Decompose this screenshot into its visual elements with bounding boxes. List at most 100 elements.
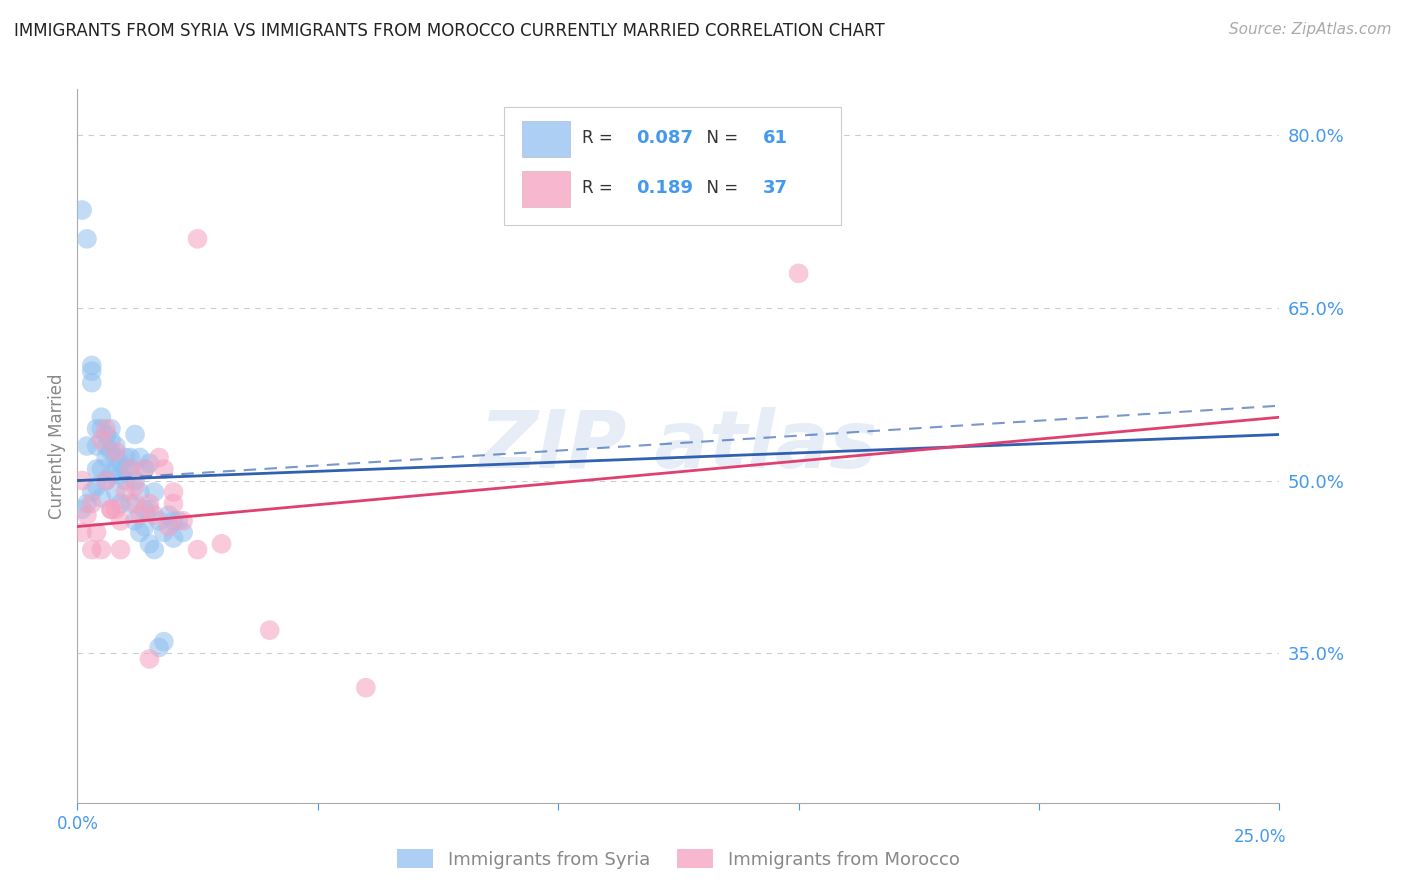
Point	[86, 479, 108, 493]
Point	[259, 623, 281, 637]
Point	[100, 444, 122, 458]
Point	[80, 497, 103, 511]
FancyBboxPatch shape	[522, 171, 571, 207]
Y-axis label: Currently Married: Currently Married	[48, 373, 66, 519]
Point	[76, 508, 98, 522]
Point	[96, 427, 118, 442]
Point	[110, 456, 132, 470]
Point	[90, 542, 112, 557]
Point	[90, 462, 112, 476]
Point	[80, 485, 103, 500]
Point	[114, 462, 136, 476]
Point	[143, 542, 166, 557]
Point	[128, 450, 150, 465]
Point	[153, 525, 176, 540]
Text: 0.189: 0.189	[637, 178, 693, 196]
Point	[138, 497, 160, 511]
Point	[211, 537, 233, 551]
Point	[124, 474, 146, 488]
Point	[70, 474, 93, 488]
Point	[120, 462, 142, 476]
Point	[134, 519, 156, 533]
Point	[86, 525, 108, 540]
Point	[128, 508, 150, 522]
Point	[96, 439, 118, 453]
Point	[143, 508, 166, 522]
Point	[80, 376, 103, 390]
Point	[167, 514, 190, 528]
Text: Source: ZipAtlas.com: Source: ZipAtlas.com	[1229, 22, 1392, 37]
Point	[124, 479, 146, 493]
Point	[90, 422, 112, 436]
Point	[96, 474, 118, 488]
Point	[157, 508, 180, 522]
Point	[148, 514, 170, 528]
Point	[90, 434, 112, 448]
Text: 25.0%: 25.0%	[1234, 828, 1286, 846]
Point	[134, 502, 156, 516]
Point	[114, 450, 136, 465]
Point	[148, 450, 170, 465]
Point	[100, 422, 122, 436]
Point	[157, 519, 180, 533]
Point	[143, 485, 166, 500]
Text: IMMIGRANTS FROM SYRIA VS IMMIGRANTS FROM MOROCCO CURRENTLY MARRIED CORRELATION C: IMMIGRANTS FROM SYRIA VS IMMIGRANTS FROM…	[14, 22, 884, 40]
Point	[104, 444, 127, 458]
Point	[172, 525, 194, 540]
Point	[76, 439, 98, 453]
Point	[86, 439, 108, 453]
Point	[134, 462, 156, 476]
Text: 37: 37	[762, 178, 787, 196]
Point	[134, 462, 156, 476]
Point	[162, 514, 184, 528]
Point	[114, 485, 136, 500]
Point	[96, 450, 118, 465]
Point	[86, 422, 108, 436]
Point	[76, 497, 98, 511]
Point	[120, 462, 142, 476]
Text: R =: R =	[582, 178, 619, 196]
Point	[172, 514, 194, 528]
Point	[128, 525, 150, 540]
Point	[153, 462, 176, 476]
Point	[114, 474, 136, 488]
Point	[100, 467, 122, 482]
Text: N =: N =	[696, 178, 744, 196]
Point	[70, 202, 93, 217]
Point	[787, 266, 810, 280]
Point	[124, 497, 146, 511]
Point	[138, 456, 160, 470]
Point	[100, 502, 122, 516]
Point	[120, 497, 142, 511]
Point	[96, 422, 118, 436]
Point	[110, 514, 132, 528]
Point	[120, 450, 142, 465]
Point	[162, 531, 184, 545]
Point	[148, 640, 170, 655]
Point	[96, 474, 118, 488]
Point	[104, 450, 127, 465]
Point	[187, 542, 209, 557]
Point	[86, 462, 108, 476]
Point	[138, 652, 160, 666]
FancyBboxPatch shape	[522, 121, 571, 157]
Point	[100, 502, 122, 516]
Point	[110, 542, 132, 557]
Point	[80, 364, 103, 378]
Text: N =: N =	[696, 128, 744, 146]
Point	[100, 434, 122, 448]
Point	[80, 542, 103, 557]
Point	[70, 502, 93, 516]
Point	[162, 485, 184, 500]
Point	[90, 491, 112, 505]
Point	[138, 502, 160, 516]
Point	[153, 634, 176, 648]
Point	[354, 681, 377, 695]
Point	[187, 232, 209, 246]
Point	[70, 525, 93, 540]
Point	[110, 497, 132, 511]
Text: ZIP atlas: ZIP atlas	[479, 407, 877, 485]
Point	[124, 427, 146, 442]
Point	[104, 439, 127, 453]
Point	[90, 410, 112, 425]
